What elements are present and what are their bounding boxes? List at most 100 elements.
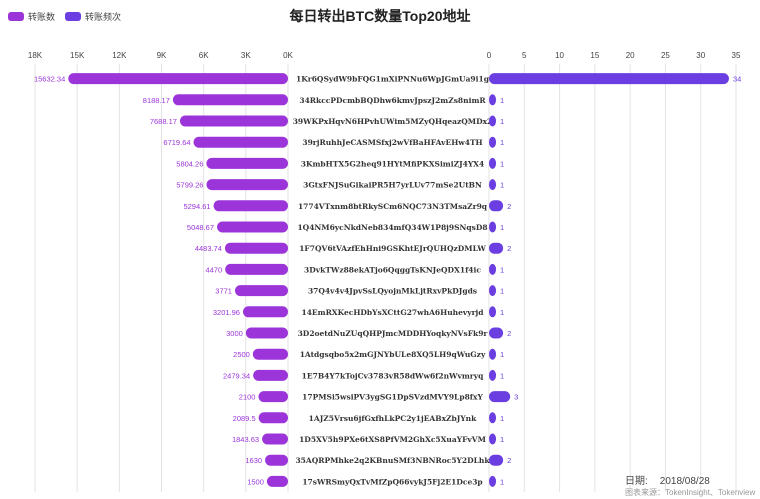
frequency-bar bbox=[489, 348, 497, 360]
address-label: 1Q4NM6ycNkdNeb834mfQ34W1P8j9SNqsD8 bbox=[297, 223, 487, 232]
amount-bar bbox=[224, 242, 288, 254]
address-label: 1774VTxnm8btRkySCm6NQC73N3TMsaZr9q bbox=[298, 202, 488, 211]
frequency-bar bbox=[489, 179, 497, 191]
frequency-bar bbox=[489, 221, 497, 233]
frequency-data-label: 1 bbox=[500, 435, 504, 444]
amount-bar bbox=[172, 94, 288, 106]
amount-bar bbox=[225, 263, 288, 275]
address-label: 3DvkTWz88ekATjo6QqggTsKNJeQDX1f4ic bbox=[304, 265, 481, 274]
address-label: 39WKPxHqvN6HPvhUWim5MZyQHqeazQMDx2 bbox=[293, 117, 493, 126]
amount-bar bbox=[262, 433, 288, 445]
frequency-data-label: 1 bbox=[500, 159, 504, 168]
amount-data-label: 5804.26 bbox=[176, 159, 203, 168]
amount-data-label: 8188.17 bbox=[143, 96, 170, 105]
right-axis-tick-label: 35 bbox=[732, 51, 741, 60]
frequency-data-label: 1 bbox=[500, 265, 504, 274]
amount-data-label: 4470 bbox=[205, 265, 222, 274]
frequency-bar bbox=[489, 454, 504, 466]
frequency-bar bbox=[489, 285, 497, 297]
amount-data-label: 4483.74 bbox=[195, 244, 222, 253]
legend-label-transfer-frequency: 转账频次 bbox=[85, 12, 122, 22]
frequency-bar bbox=[489, 369, 497, 381]
address-label: 35AQRPMhke2q2KBnuSMf3NBNRoc5Y2DLhk bbox=[295, 456, 490, 465]
amount-bar bbox=[206, 157, 288, 169]
amount-data-label: 2500 bbox=[233, 350, 250, 359]
frequency-bar bbox=[489, 136, 497, 148]
frequency-bar bbox=[489, 115, 497, 127]
amount-bar bbox=[265, 454, 288, 466]
amount-data-label: 5799.26 bbox=[176, 181, 203, 190]
legend-item-transfer-frequency[interactable]: 转账频次 bbox=[65, 10, 121, 23]
right-axis-tick-label: 20 bbox=[626, 51, 635, 60]
right-axis-tick-label: 0 bbox=[487, 51, 492, 60]
address-label: 39rjRuhhJeCASMSfxj2wVfBaHFAvEHw4TH bbox=[302, 138, 482, 147]
legend: 转账数 转账频次 bbox=[8, 10, 131, 23]
amount-bar bbox=[258, 391, 288, 403]
left-axis-tick-label: 12K bbox=[112, 51, 127, 60]
frequency-data-label: 1 bbox=[500, 223, 504, 232]
amount-data-label: 1500 bbox=[247, 477, 264, 486]
frequency-data-label: 2 bbox=[507, 202, 511, 211]
address-label: 1Atdgsqbo5x2mGJNYbULe8XQ5LH9qWuGzy bbox=[300, 350, 486, 359]
left-axis-tick-label: 9K bbox=[157, 51, 167, 60]
amount-bar bbox=[252, 348, 288, 360]
legend-item-transfer-amount[interactable]: 转账数 bbox=[8, 10, 55, 23]
amount-bar bbox=[213, 200, 288, 212]
address-label: 1E7B4Y7kTojCv3783vR58dWw6f2nWvmryq bbox=[302, 371, 484, 380]
address-label: 17PMSi5wsiPV3ygSG1DpSVzdMVY9Lp8fxY bbox=[302, 393, 483, 402]
address-label: 1F7QV6tVAzfEhHni9GSKhtEJrQUHQzDMLW bbox=[299, 244, 486, 253]
amount-data-label: 3771 bbox=[215, 287, 232, 296]
chart-title: 每日转出BTC数量Top20地址 bbox=[289, 8, 471, 24]
amount-bar bbox=[206, 179, 288, 191]
frequency-data-label: 3 bbox=[514, 393, 518, 402]
amount-bar bbox=[217, 221, 288, 233]
frequency-bar bbox=[489, 391, 511, 403]
address-label: 37Q4v4v4JpvSsLQyojnMkLjtRxvPkDJgds bbox=[308, 287, 477, 296]
address-label: 1D5XV5h9PXe6tXS8PfVM2GhXc5XuaYFvVM bbox=[299, 435, 486, 444]
left-axis-tick-label: 15K bbox=[70, 51, 85, 60]
right-axis-tick-label: 5 bbox=[522, 51, 527, 60]
frequency-bar bbox=[489, 327, 504, 339]
frequency-data-label: 1 bbox=[500, 350, 504, 359]
address-label: 17sWRSmyQxTvMfZpQ66vykJ5Fj2E1Dce3p bbox=[302, 477, 482, 486]
amount-bar bbox=[258, 412, 288, 424]
frequency-bar bbox=[489, 200, 504, 212]
amount-bar bbox=[245, 327, 288, 339]
right-axis-tick-label: 25 bbox=[661, 51, 670, 60]
frequency-data-label: 1 bbox=[500, 308, 504, 317]
amount-data-label: 2100 bbox=[239, 393, 256, 402]
address-label: 34RkccPDcmbBQDhw6kmvJpszJ2mZs8nimR bbox=[299, 96, 486, 105]
frequency-data-label: 2 bbox=[507, 244, 511, 253]
address-label: 14EmRXKecHDbYsXCttG27whA6Huhevyrjd bbox=[301, 308, 484, 317]
frequency-data-label: 1 bbox=[500, 138, 504, 147]
amount-data-label: 5048.67 bbox=[187, 223, 214, 232]
frequency-data-label: 1 bbox=[500, 181, 504, 190]
amount-bar bbox=[242, 306, 288, 318]
frequency-bar bbox=[489, 475, 497, 487]
date-value: 2018/08/28 bbox=[659, 476, 710, 487]
amount-data-label: 6719.64 bbox=[163, 138, 190, 147]
chart-source: 图表来源：TokenInsight、Tokenview bbox=[625, 488, 756, 497]
amount-data-label: 1630 bbox=[245, 456, 262, 465]
frequency-bar bbox=[489, 306, 497, 318]
amount-data-label: 1843.63 bbox=[232, 435, 259, 444]
address-label: 3KmbHTX5G2heq91HYtMfiPKXSimiZJ4YX4 bbox=[301, 159, 484, 168]
amount-bar bbox=[179, 115, 288, 127]
legend-label-transfer-amount: 转账数 bbox=[28, 12, 56, 22]
address-label: 3D2oetdNuZUqQHPJmcMDDHYoqkyNVsFk9r bbox=[298, 329, 489, 338]
right-axis-tick-label: 15 bbox=[590, 51, 599, 60]
left-axis-tick-label: 3K bbox=[241, 51, 251, 60]
frequency-data-label: 34 bbox=[733, 75, 741, 84]
legend-swatch-transfer-amount bbox=[8, 12, 24, 21]
frequency-bar bbox=[489, 433, 497, 445]
address-label: 3GtxFNJSuGikaiPR5H7yrLUv77mSe2UtBN bbox=[303, 181, 482, 190]
amount-bar bbox=[193, 136, 288, 148]
amount-data-label: 3201.96 bbox=[213, 308, 240, 317]
amount-bar bbox=[68, 73, 288, 85]
frequency-bar bbox=[489, 157, 497, 169]
date-label: 日期: bbox=[625, 476, 648, 487]
amount-data-label: 3000 bbox=[226, 329, 243, 338]
address-label: 1Kr6QSydW9bFQG1mXiPNNu6WpJGmUa9i1g bbox=[296, 75, 490, 84]
frequency-bar bbox=[489, 94, 497, 106]
amount-data-label: 2479.34 bbox=[223, 371, 250, 380]
